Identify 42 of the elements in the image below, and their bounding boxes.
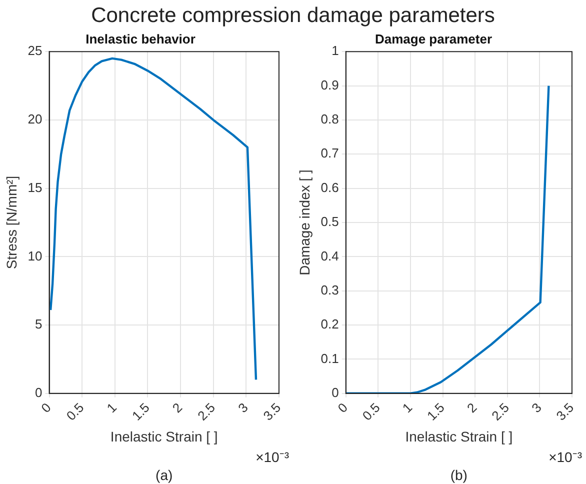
x-tick-label: 3 <box>528 400 544 416</box>
x-tick-label: 0.5 <box>359 400 383 424</box>
y-tick-label: 0.1 <box>320 350 339 366</box>
x-axis-title: Inelastic Strain [ ] <box>405 428 513 444</box>
x-tick-label: 1.5 <box>424 400 448 424</box>
y-tick-label: 0 <box>35 384 42 400</box>
text: (a) <box>156 467 173 483</box>
y-tick-label: 0.6 <box>320 180 339 195</box>
y-tick-label: 1 <box>332 43 339 58</box>
y-tick-label: 0.9 <box>320 77 339 92</box>
x-tick-label: 0.5 <box>63 400 87 424</box>
y-tick-label: 10 <box>28 248 42 264</box>
x-tick-label: 2.5 <box>194 400 218 424</box>
y-tick-label: 15 <box>28 180 42 195</box>
x-tick-label: 2 <box>464 400 480 416</box>
text: ×10⁻³ <box>256 449 290 465</box>
y-tick-label: 0.2 <box>320 316 339 332</box>
x-axis-title: Inelastic Strain [ ] <box>110 428 218 444</box>
x-tick-label: 1.5 <box>128 400 152 424</box>
text: ×10⁻³ <box>548 449 582 465</box>
text: (b) <box>450 467 468 483</box>
x-tick-label: 2 <box>169 400 186 416</box>
x-tick-label: 1 <box>399 400 416 416</box>
x-tick-label: 1 <box>104 400 120 416</box>
y-axis-title: Damage index [ ] <box>296 170 312 276</box>
y-tick-label: 25 <box>28 43 42 58</box>
chart-subtitle: Inelastic behavior <box>86 31 196 46</box>
y-tick-label: 0.8 <box>320 112 339 127</box>
y-tick-label: 0 <box>332 384 339 400</box>
chart-title: Concrete compression damage parameters <box>90 4 496 28</box>
chart-subtitle: Damage parameter <box>374 31 492 46</box>
x-tick-label: 3.5 <box>553 400 577 424</box>
y-tick-label: 0.3 <box>320 282 339 298</box>
y-tick-label: 0.5 <box>320 214 339 230</box>
y-tick-label: 0.7 <box>320 146 339 161</box>
y-tick-label: 5 <box>35 316 42 332</box>
y-tick-label: 20 <box>28 112 42 127</box>
x-tick-label: 3.5 <box>260 400 284 424</box>
y-tick-label: 0.4 <box>320 248 339 264</box>
x-tick-label: 2.5 <box>488 400 512 424</box>
y-axis-title: Stress [N/mm²] <box>3 176 20 270</box>
x-tick-label: 3 <box>235 400 251 416</box>
